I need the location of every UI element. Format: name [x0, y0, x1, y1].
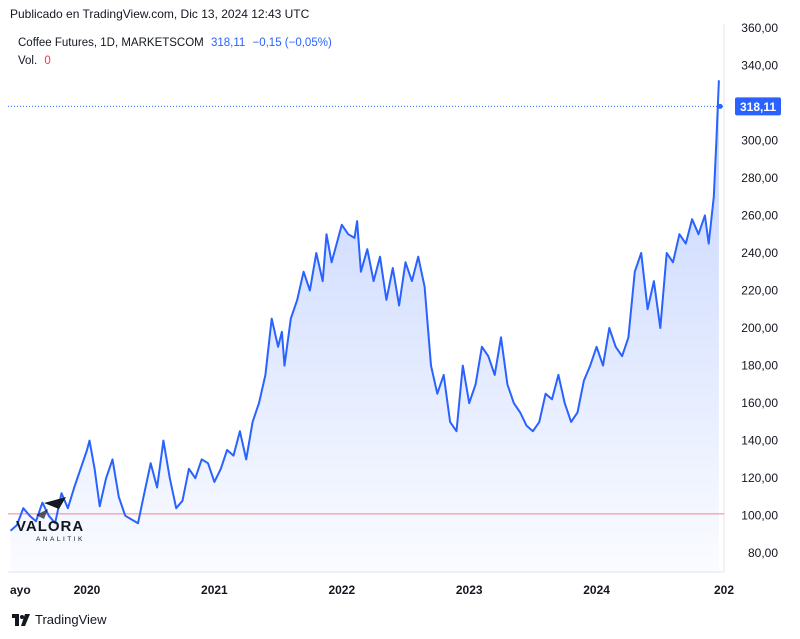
valora-logo-icon [36, 497, 66, 519]
last-value: 318,11 [210, 37, 246, 49]
y-tick-label: 200,00 [741, 321, 778, 335]
last-price-badge [735, 97, 781, 116]
y-tick-label: 100,00 [741, 509, 778, 523]
y-tick-label: 260,00 [741, 208, 778, 222]
x-tick-label: 2023 [456, 583, 483, 597]
x-tick-label: 2024 [583, 583, 610, 597]
legend-row-volume: Vol. 0 [18, 52, 332, 70]
price-line [9, 80, 720, 532]
y-tick-label: 180,00 [741, 359, 778, 373]
chart-legend: Coffee Futures, 1D, MARKETSCOM 318,11 −0… [18, 34, 332, 70]
y-tick-label: 360,00 [741, 21, 778, 35]
legend-row-symbol: Coffee Futures, 1D, MARKETSCOM 318,11 −0… [18, 34, 332, 52]
tradingview-footer[interactable]: TradingView [12, 612, 107, 627]
watermark-title: VALORA [16, 518, 84, 535]
y-tick-label: 120,00 [741, 471, 778, 485]
tradingview-logo-icon [12, 613, 30, 626]
footer-brand: TradingView [35, 612, 107, 627]
valora-watermark: VALORA ANALITIK [16, 497, 85, 543]
y-tick-label: 140,00 [741, 434, 778, 448]
x-tick-label: 2020 [74, 583, 101, 597]
volume-label: Vol. [18, 55, 38, 67]
y-tick-label: 300,00 [741, 133, 778, 147]
watermark-subtitle: ANALITIK [36, 536, 85, 543]
published-caption: Publicado en TradingView.com, Dic 13, 20… [10, 7, 310, 21]
symbol-label: Coffee Futures, 1D, MARKETSCOM [18, 37, 204, 49]
x-tick-label: 202 [714, 583, 734, 597]
change-value: −0,15 (−0,05%) [252, 37, 332, 49]
y-tick-label: 340,00 [741, 58, 778, 72]
y-tick-label: 160,00 [741, 396, 778, 410]
x-tick-label: ayo [10, 583, 31, 597]
x-tick-label: 2022 [328, 583, 355, 597]
y-tick-label: 80,00 [748, 546, 778, 560]
price-area-fill [10, 80, 719, 573]
last-price-label: 318,11 [740, 100, 776, 114]
last-price-dot [717, 103, 723, 109]
y-tick-label: 280,00 [741, 171, 778, 185]
volume-value: 0 [44, 55, 51, 67]
y-tick-label: 220,00 [741, 283, 778, 297]
x-tick-label: 2021 [201, 583, 228, 597]
y-tick-label: 240,00 [741, 246, 778, 260]
